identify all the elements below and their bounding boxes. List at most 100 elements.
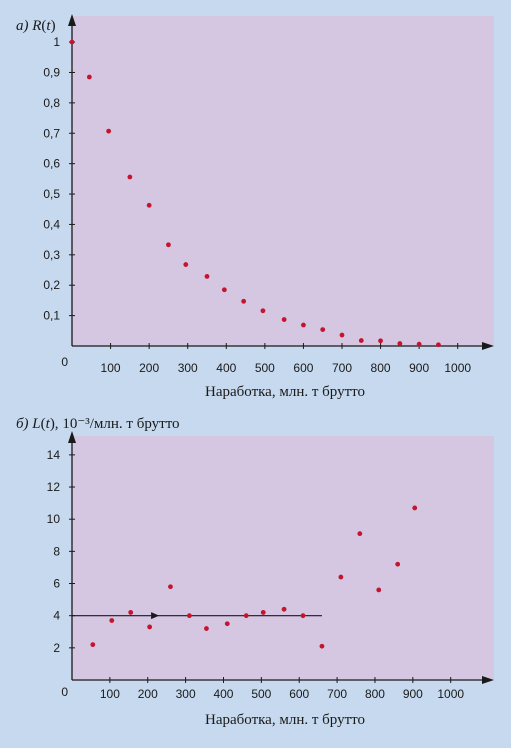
data-points [69, 39, 441, 348]
x-tick-label: 700 [332, 361, 352, 375]
x-tick-label: 900 [409, 361, 429, 375]
data-points [90, 505, 418, 649]
x-tick-label: 800 [371, 361, 391, 375]
x-axis-arrow [482, 342, 494, 350]
x-tick-label: 200 [139, 361, 159, 375]
data-point [358, 338, 364, 343]
x-tick-label: 500 [251, 687, 271, 701]
data-point [183, 262, 189, 267]
x-tick-label: 400 [216, 361, 236, 375]
x-tick-label: 800 [365, 687, 385, 701]
x-tick-label: 600 [293, 361, 313, 375]
data-point [300, 613, 306, 619]
y-tick-label: 4 [53, 609, 60, 623]
origin-label: 0 [61, 685, 68, 699]
y-tick-label: 0,3 [43, 248, 60, 262]
x-tick-label: 900 [403, 687, 423, 701]
y-axis-label: б) L(t), 10⁻³/млн. т брутто [16, 416, 180, 432]
origin-label: 0 [61, 355, 68, 369]
data-point [86, 74, 92, 80]
y-tick-label: 0,6 [43, 157, 60, 171]
y-function-name: R [31, 18, 41, 34]
data-point [339, 332, 345, 338]
y-axis-label: а) R(t) [16, 18, 56, 34]
data-point [128, 610, 134, 615]
data-point [338, 574, 344, 580]
y-tick-label: 0,8 [43, 96, 60, 110]
x-axis-label: Наработка, млн. т брутто [205, 712, 365, 728]
plot-area-background [72, 436, 494, 679]
data-point [127, 174, 133, 180]
data-point [376, 587, 382, 593]
y-tick-label: 0,2 [43, 278, 60, 292]
data-point [301, 322, 306, 328]
x-ticks: 100 200 300 400 500 600 700 800 900 1000 [101, 343, 471, 375]
y-tick-label: 0,9 [43, 65, 60, 79]
y-tick-label: 6 [53, 577, 60, 591]
y-tick-label: 0,4 [43, 217, 60, 231]
data-point [146, 202, 152, 208]
y-function-name: L [31, 416, 40, 432]
data-point [319, 643, 325, 649]
y-ticks: 2 4 6 8 10 12 14 [47, 448, 75, 655]
data-point [395, 561, 401, 567]
data-point [416, 341, 422, 347]
y-unit: 10⁻³/млн. т брутто [62, 416, 179, 432]
y-tick-label: 0,1 [43, 309, 60, 323]
chart-failure-rate: б) L(t), 10⁻³/млн. т брутто Наработка, м… [16, 416, 494, 728]
x-tick-label: 1000 [437, 687, 464, 701]
data-point [397, 341, 403, 346]
mean-line [72, 612, 322, 620]
y-tick-label: 8 [53, 544, 60, 558]
data-point [109, 618, 115, 623]
y-tick-label: 2 [53, 641, 60, 655]
x-tick-label: 700 [327, 687, 347, 701]
y-function-arg: t [46, 416, 51, 432]
x-ticks: 100 200 300 400 500 600 700 800 900 1000 [100, 677, 464, 701]
data-point [147, 624, 153, 630]
y-tick-label: 1 [53, 35, 60, 49]
y-axis-arrow [68, 431, 76, 443]
mean-line-arrow [151, 612, 160, 620]
data-point [357, 531, 363, 537]
x-tick-label: 1000 [444, 361, 471, 375]
data-point [90, 642, 96, 648]
y-function-arg: t [46, 18, 51, 34]
x-tick-label: 100 [101, 361, 121, 375]
data-point [260, 308, 266, 314]
data-point [221, 287, 227, 293]
x-tick-label: 300 [178, 361, 198, 375]
data-point [69, 39, 75, 45]
plot-area-background [72, 16, 494, 346]
panel-letter: а) [16, 18, 29, 34]
data-point [166, 242, 171, 248]
axes [68, 14, 494, 350]
data-point [260, 610, 266, 615]
data-point [436, 342, 441, 348]
data-point [412, 505, 418, 511]
data-point [281, 606, 287, 612]
y-axis-arrow [68, 14, 76, 26]
y-tick-label: 0,5 [43, 187, 60, 201]
data-point [168, 584, 173, 590]
data-point [378, 338, 383, 344]
data-point [320, 327, 326, 332]
x-axis-arrow [482, 676, 494, 684]
x-tick-label: 100 [100, 687, 120, 701]
data-point [281, 317, 287, 322]
x-tick-label: 200 [138, 687, 158, 701]
data-point [224, 621, 230, 627]
data-point [204, 274, 210, 279]
data-point [204, 626, 209, 631]
y-tick-label: 14 [47, 448, 61, 462]
data-point [186, 613, 192, 619]
chart-reliability: а) R(t) Наработка, млн. т брутто 0 0,1 0,… [16, 14, 494, 400]
data-point [241, 298, 247, 304]
panel-letter: б) [16, 416, 29, 432]
y-tick-label: 0,7 [43, 126, 60, 140]
axes [68, 431, 494, 684]
x-tick-label: 300 [176, 687, 196, 701]
x-axis-label: Наработка, млн. т брутто [205, 384, 365, 400]
x-tick-label: 400 [213, 687, 233, 701]
